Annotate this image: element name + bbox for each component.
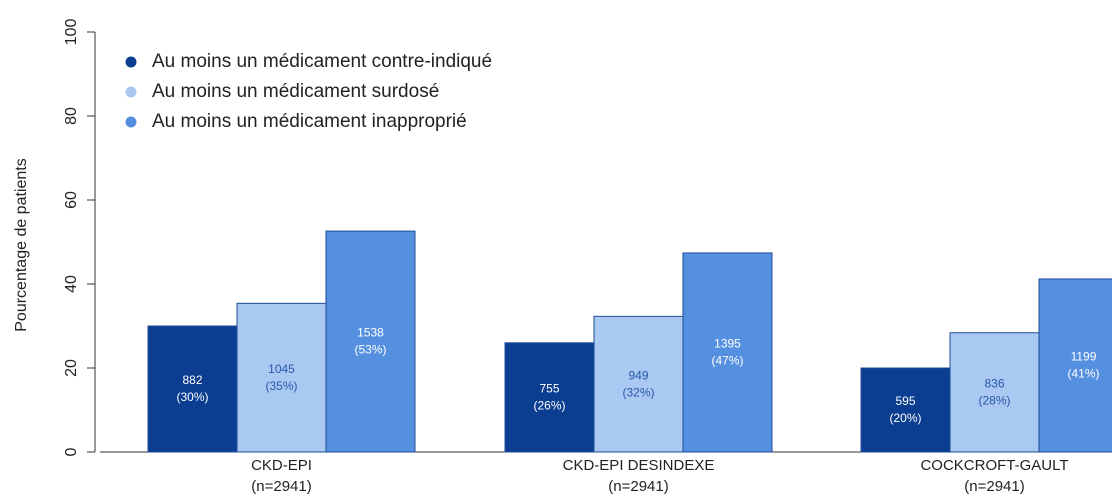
legend-marker: [125, 56, 137, 68]
legend-marker: [125, 86, 137, 98]
bar-value-label: (20%): [889, 411, 921, 425]
x-tick-label: COCKCROFT-GAULT: [920, 457, 1068, 474]
y-tick-label: 40: [63, 275, 80, 293]
bar: [236, 302, 327, 453]
bar: [147, 325, 238, 453]
bar: [593, 315, 684, 453]
y-axis-label: Pourcentage de patients: [13, 158, 30, 331]
bar-count-label: 882: [182, 373, 202, 387]
bar-count-label: 1538: [357, 326, 384, 340]
x-tick-note: (n=2941): [251, 478, 311, 495]
bar: [682, 252, 773, 453]
bar-value-label: (41%): [1067, 367, 1099, 381]
bar: [949, 332, 1040, 453]
bar-count-label: 1395: [714, 337, 741, 351]
bar-count-label: 949: [628, 368, 648, 382]
bar-value-label: (30%): [176, 390, 208, 404]
bar-value-label: (47%): [711, 354, 743, 368]
x-tick-note: (n=2941): [964, 478, 1024, 495]
legend-label: Au moins un médicament surdosé: [152, 81, 439, 102]
bar-count-label: 595: [895, 394, 915, 408]
y-tick-label: 100: [63, 19, 80, 46]
bar-count-label: 755: [539, 382, 559, 396]
bar-count-label: 1045: [268, 362, 295, 376]
bar: [325, 230, 416, 453]
y-tick-label: 80: [63, 107, 80, 125]
x-tick-label: CKD-EPI: [251, 457, 312, 474]
y-tick-label: 0: [63, 447, 80, 456]
bar: [504, 342, 595, 453]
legend-label: Au moins un médicament contre-indiqué: [152, 51, 492, 72]
legend-label: Au moins un médicament inapproprié: [152, 111, 467, 132]
bar-value-label: (28%): [978, 394, 1010, 408]
x-tick-label: CKD-EPI DESINDEXE: [563, 457, 715, 474]
y-tick-label: 60: [63, 191, 80, 209]
bar-value-label: (32%): [622, 385, 654, 399]
y-tick-label: 20: [63, 359, 80, 377]
bar-count-label: 836: [984, 377, 1004, 391]
bar-value-label: (35%): [265, 379, 297, 393]
bar-value-label: (53%): [354, 343, 386, 357]
bar: [860, 367, 951, 453]
bar-value-label: (26%): [533, 399, 565, 413]
legend-marker: [125, 116, 137, 128]
bar-count-label: 1199: [1071, 350, 1097, 364]
x-tick-note: (n=2941): [608, 478, 668, 495]
bar: [1038, 278, 1112, 453]
